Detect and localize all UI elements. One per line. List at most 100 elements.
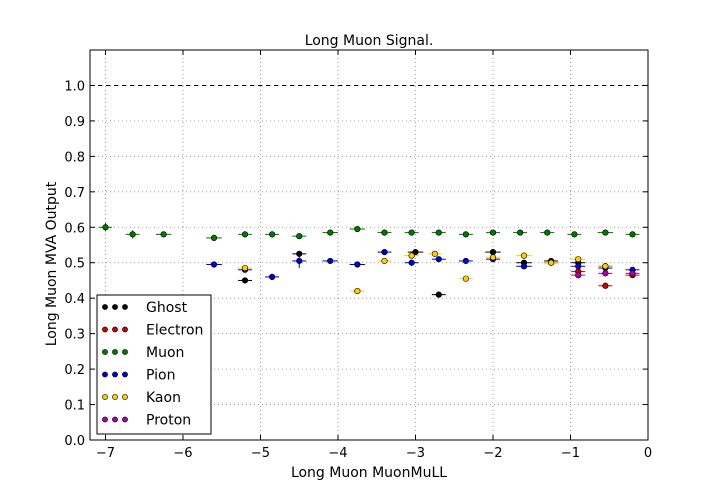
legend: Ghost Electron Muon Pion Kaon Proton bbox=[96, 294, 212, 435]
data-point bbox=[408, 229, 415, 236]
series-pion bbox=[206, 248, 640, 281]
chart-title: Long Muon Signal. bbox=[305, 33, 434, 49]
data-point bbox=[327, 229, 334, 236]
data-point bbox=[571, 231, 578, 238]
data-point bbox=[629, 270, 636, 277]
data-point bbox=[296, 257, 303, 265]
data-point bbox=[435, 229, 442, 236]
y-tick-label: 0.0 bbox=[64, 434, 85, 449]
legend-marker bbox=[122, 304, 128, 310]
data-point bbox=[269, 273, 276, 281]
data-point bbox=[102, 224, 109, 231]
legend-marker bbox=[112, 326, 118, 333]
y-tick-label: 1.0 bbox=[64, 79, 85, 94]
y-tick-label: 0.9 bbox=[64, 115, 85, 130]
legend-marker bbox=[112, 416, 118, 423]
data-point bbox=[241, 264, 249, 272]
legend-marker bbox=[102, 349, 108, 355]
data-point bbox=[629, 231, 636, 238]
x-tick-label: −4 bbox=[328, 446, 347, 461]
legend-marker bbox=[122, 416, 128, 423]
legend-label: Muon bbox=[146, 345, 184, 361]
data-point bbox=[489, 254, 497, 261]
data-point bbox=[489, 229, 497, 236]
legend-marker bbox=[112, 394, 118, 400]
legend-item: Pion bbox=[102, 368, 175, 384]
legend-item: Proton bbox=[102, 413, 191, 429]
data-point bbox=[354, 261, 361, 268]
legend-marker bbox=[112, 371, 118, 378]
legend-label: Kaon bbox=[146, 390, 181, 406]
legend-item: Kaon bbox=[102, 390, 181, 406]
y-tick-label: 0.8 bbox=[64, 150, 85, 165]
y-tick-label: 0.3 bbox=[64, 328, 85, 343]
x-tick-label: −3 bbox=[406, 446, 425, 461]
y-tick-label: 0.1 bbox=[64, 399, 85, 414]
legend-item: Ghost bbox=[102, 300, 188, 316]
data-point bbox=[241, 277, 249, 284]
x-tick-label: −7 bbox=[96, 446, 115, 461]
data-point bbox=[129, 231, 136, 238]
axis-ticks: −7 −6 −5 −4 −3 −2 −1 0 0.0 0.1 0.2 0.3 0.4 0.5 0.6 0.7 0… bbox=[64, 50, 652, 461]
data-point bbox=[269, 231, 276, 238]
legend-marker bbox=[112, 349, 118, 355]
x-tick-label: −2 bbox=[483, 446, 502, 461]
plot-frame bbox=[89, 49, 649, 441]
data-point bbox=[381, 229, 388, 236]
y-tick-label: 0.2 bbox=[64, 363, 85, 378]
legend-marker bbox=[102, 394, 108, 400]
plot-series bbox=[98, 223, 640, 298]
data-point bbox=[435, 256, 442, 263]
data-point bbox=[517, 229, 524, 236]
y-tick-label: 0.7 bbox=[64, 186, 85, 201]
legend-label: Proton bbox=[146, 413, 191, 429]
data-point bbox=[575, 256, 582, 263]
data-point bbox=[520, 252, 528, 259]
data-point bbox=[412, 248, 419, 256]
data-point bbox=[354, 287, 361, 295]
y-tick-label: 0.6 bbox=[64, 221, 85, 236]
series-kaon bbox=[238, 250, 613, 295]
data-point bbox=[431, 250, 438, 257]
data-point bbox=[602, 282, 609, 289]
y-tick-label: 0.5 bbox=[64, 257, 85, 272]
legend-marker bbox=[122, 394, 128, 400]
series-muon bbox=[98, 223, 640, 242]
data-point bbox=[548, 259, 555, 266]
data-point bbox=[575, 263, 582, 270]
legend-marker bbox=[122, 326, 128, 333]
data-point bbox=[575, 272, 582, 279]
series-ghost bbox=[238, 248, 613, 298]
data-point bbox=[462, 231, 469, 238]
legend-label: Pion bbox=[146, 368, 175, 384]
x-tick-label: −5 bbox=[251, 446, 270, 461]
data-point bbox=[160, 231, 167, 238]
data-point bbox=[381, 257, 388, 265]
data-point bbox=[354, 225, 361, 233]
data-point bbox=[210, 261, 218, 268]
series-proton bbox=[571, 270, 640, 279]
legend-label: Ghost bbox=[146, 300, 188, 316]
legend-marker bbox=[122, 371, 128, 378]
legend-marker bbox=[112, 304, 118, 310]
data-point bbox=[602, 270, 609, 277]
x-tick-label: −6 bbox=[173, 446, 192, 461]
data-point bbox=[210, 234, 218, 242]
legend-marker bbox=[102, 371, 108, 378]
data-point bbox=[544, 229, 551, 236]
data-point bbox=[327, 257, 334, 265]
data-point bbox=[602, 229, 609, 236]
data-point bbox=[296, 233, 303, 240]
data-point bbox=[520, 263, 528, 270]
x-tick-label: 0 bbox=[644, 446, 652, 461]
legend-label: Electron bbox=[146, 323, 203, 339]
data-point bbox=[435, 291, 442, 298]
legend-marker bbox=[122, 349, 128, 355]
data-point bbox=[408, 259, 415, 266]
data-point bbox=[462, 275, 469, 282]
y-axis-label: Long Muon MVA Output bbox=[44, 181, 60, 346]
legend-item: Electron bbox=[102, 323, 203, 339]
data-point bbox=[602, 263, 609, 270]
legend-marker bbox=[102, 416, 108, 423]
